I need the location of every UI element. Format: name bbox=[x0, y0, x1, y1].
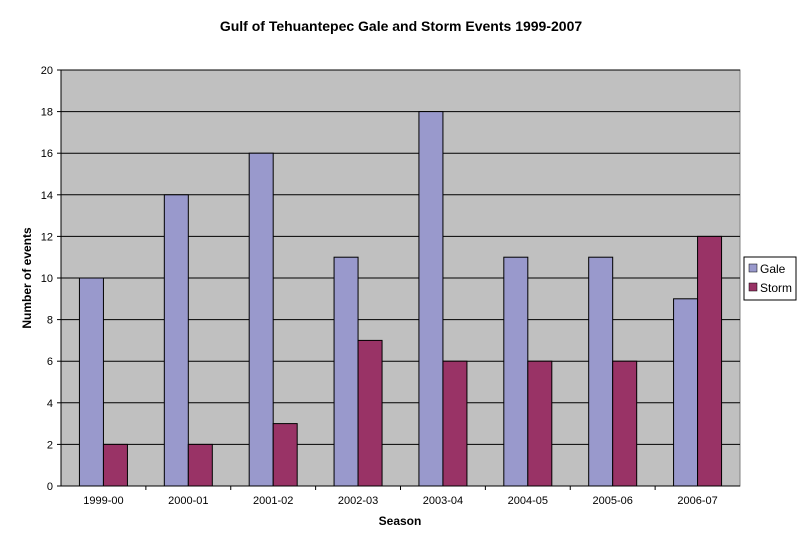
x-tick-label: 2006-07 bbox=[677, 495, 717, 507]
bar-gale-2006-07 bbox=[673, 298, 699, 487]
y-tick-label: 6 bbox=[47, 356, 53, 368]
legend-label-gale: Gale bbox=[760, 262, 786, 276]
bar-gale-2000-01 bbox=[163, 194, 189, 487]
x-tick-label: 2003-04 bbox=[423, 495, 463, 507]
y-tick-label: 12 bbox=[41, 231, 53, 243]
x-tick-label: 2005-06 bbox=[593, 495, 633, 507]
x-tick-label: 1999-00 bbox=[83, 495, 123, 507]
legend-label-storm: Storm bbox=[760, 281, 792, 295]
bar-gale-2003-04 bbox=[418, 111, 444, 487]
y-tick-label: 10 bbox=[41, 273, 53, 285]
chart-title: Gulf of Tehuantepec Gale and Storm Event… bbox=[220, 18, 583, 34]
y-tick-label: 20 bbox=[41, 65, 53, 77]
x-axis-ticks: 1999-00 2000-01 2001-02 2002-03 2003-04 2004-… bbox=[83, 486, 718, 507]
legend-swatch-gale bbox=[748, 263, 758, 273]
y-tick-label: 2 bbox=[47, 439, 53, 451]
bar-gale-2004-05 bbox=[503, 256, 529, 487]
x-tick-label: 2004-05 bbox=[508, 495, 548, 507]
bar-storm-2005-06 bbox=[612, 360, 638, 487]
bar-gale-1999-00 bbox=[78, 277, 104, 487]
bar-storm-2000-01 bbox=[187, 443, 213, 487]
bar-storm-1999-00 bbox=[102, 443, 128, 487]
y-tick-label: 18 bbox=[41, 107, 53, 119]
bar-gale-2005-06 bbox=[588, 256, 614, 487]
bar-gale-2001-02 bbox=[248, 152, 274, 487]
bar-storm-2004-05 bbox=[527, 360, 553, 487]
y-axis-title: Number of events bbox=[20, 227, 34, 329]
x-tick-label: 2001-02 bbox=[253, 495, 293, 507]
y-tick-label: 0 bbox=[47, 481, 53, 493]
y-axis-ticks: 0 2 4 6 8 10 12 14 16 18 20 bbox=[41, 65, 61, 493]
y-tick-label: 16 bbox=[41, 148, 53, 160]
bar-storm-2002-03 bbox=[357, 339, 383, 487]
bar-storm-2003-04 bbox=[442, 360, 468, 487]
bars bbox=[78, 111, 723, 487]
bar-storm-2001-02 bbox=[272, 423, 298, 487]
x-axis-title: Season bbox=[379, 514, 422, 528]
bar-storm-2006-07 bbox=[697, 235, 723, 487]
legend-swatch-storm bbox=[748, 282, 758, 292]
x-tick-label: 2000-01 bbox=[168, 495, 208, 507]
y-tick-label: 4 bbox=[47, 398, 53, 410]
y-tick-label: 8 bbox=[47, 315, 53, 327]
bar-gale-2002-03 bbox=[333, 256, 359, 487]
y-tick-label: 14 bbox=[41, 190, 53, 202]
x-tick-label: 2002-03 bbox=[338, 495, 378, 507]
legend: Gale Storm bbox=[743, 256, 797, 301]
